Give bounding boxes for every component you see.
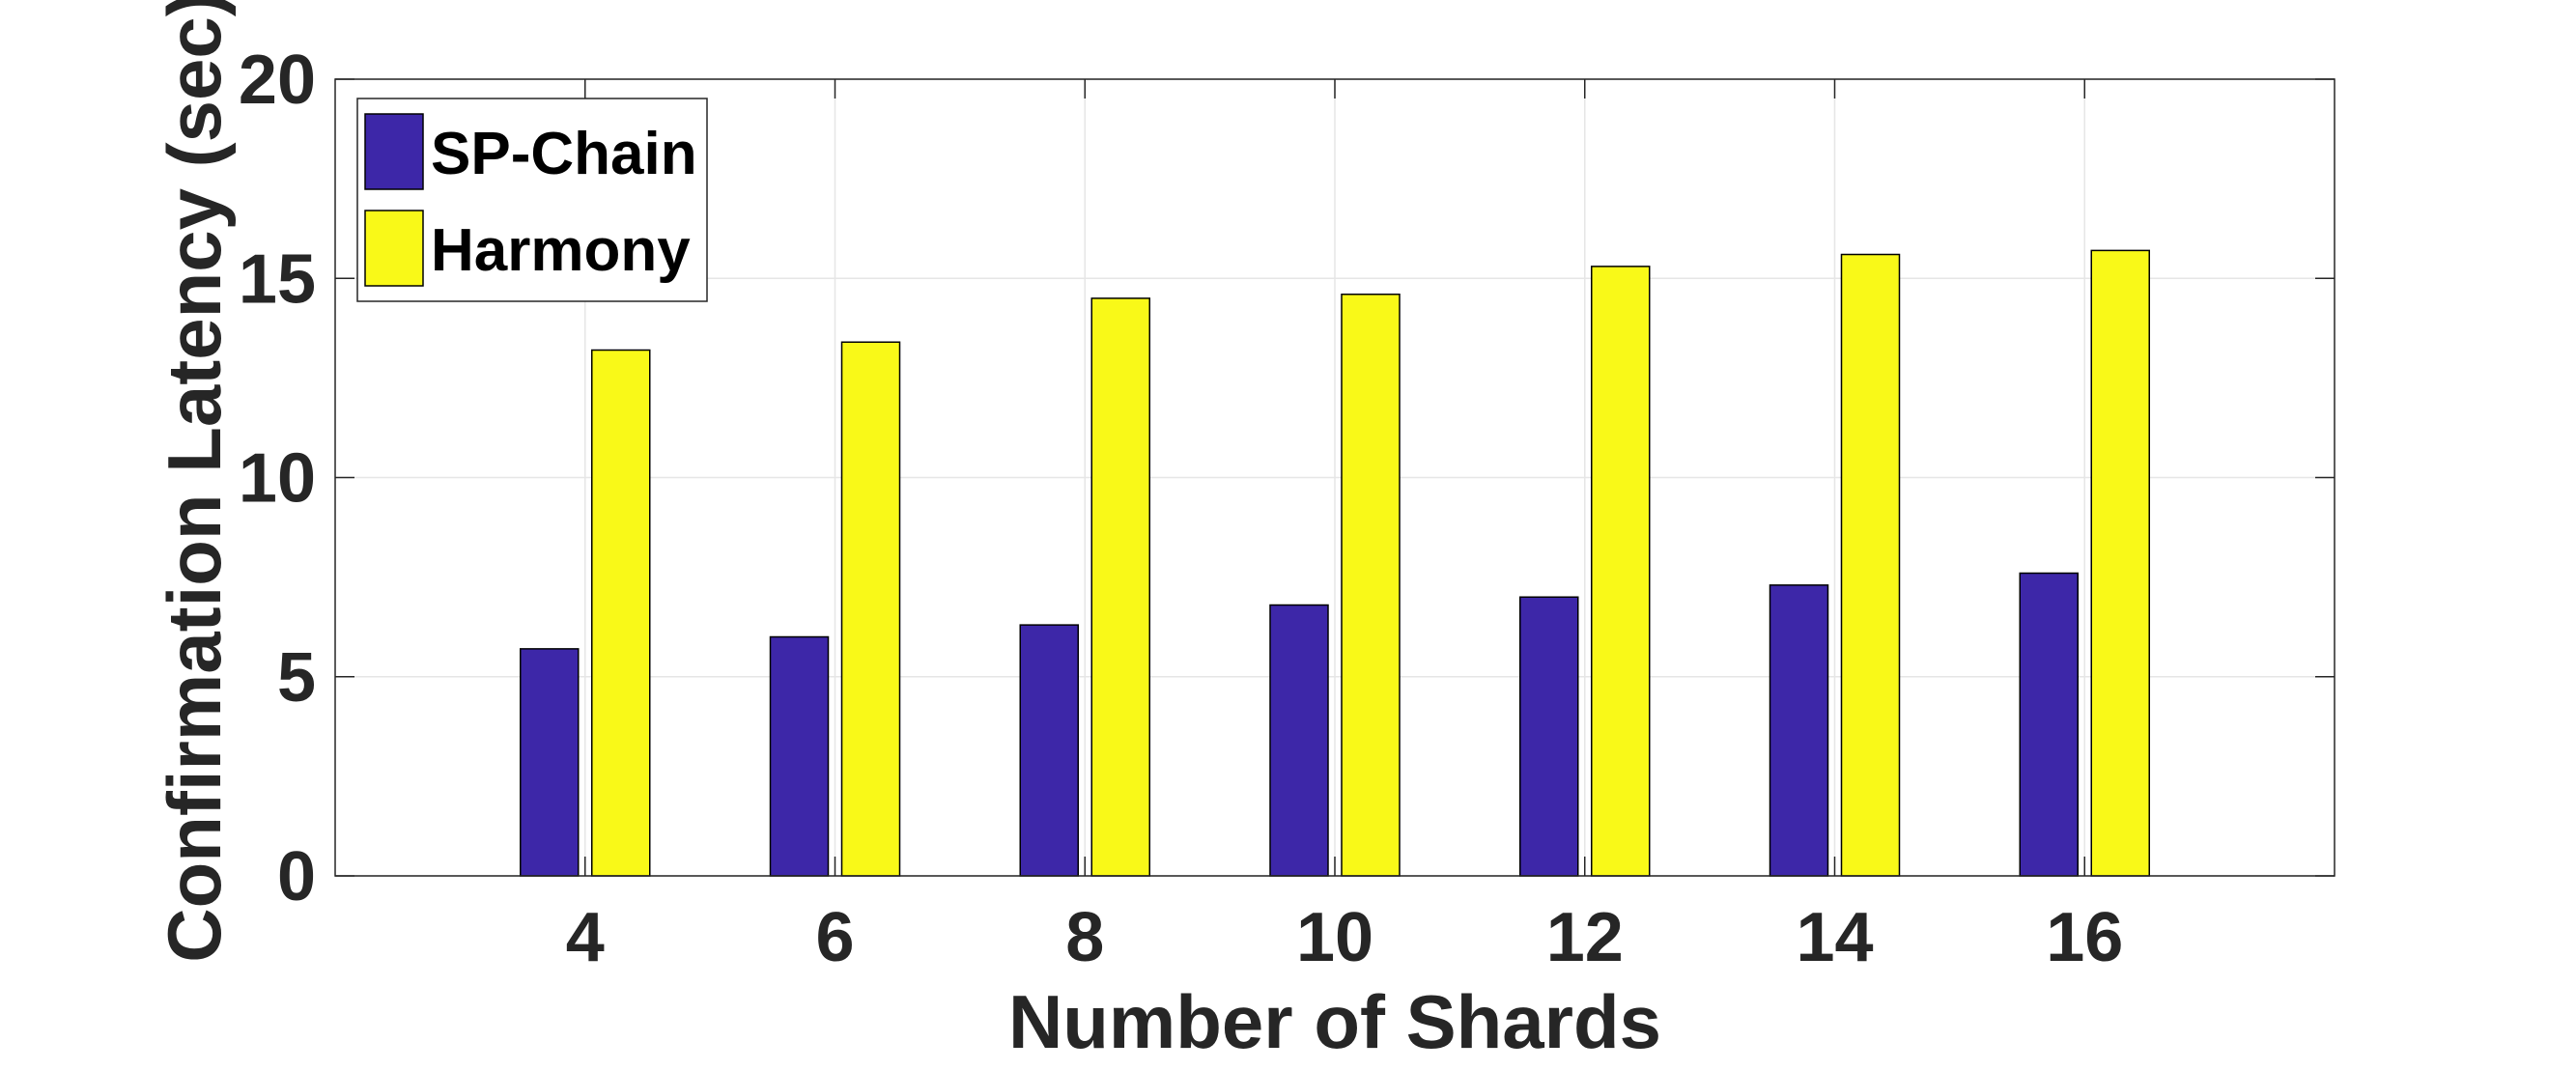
bar-harmony-12 bbox=[1591, 266, 1651, 877]
y-tick-label: 10 bbox=[239, 440, 316, 518]
bar-sp-chain-4 bbox=[520, 648, 580, 877]
bar-harmony-4 bbox=[591, 349, 651, 877]
y-tick-label: 15 bbox=[239, 240, 316, 318]
y-tick-label: 5 bbox=[277, 639, 316, 717]
x-tick-label: 8 bbox=[1065, 899, 1104, 976]
bar-sp-chain-6 bbox=[769, 635, 830, 877]
legend-label-harmony: Harmony bbox=[431, 217, 691, 284]
bar-harmony-6 bbox=[840, 341, 901, 877]
x-axis-title: Number of Shards bbox=[1008, 979, 1661, 1064]
bar-harmony-16 bbox=[2090, 249, 2150, 877]
bar-sp-chain-16 bbox=[2019, 572, 2079, 877]
bar-sp-chain-12 bbox=[1519, 596, 1579, 877]
bar-harmony-10 bbox=[1341, 294, 1401, 877]
x-tick-label: 4 bbox=[566, 899, 605, 976]
legend-swatch-harmony bbox=[364, 210, 424, 287]
bar-sp-chain-8 bbox=[1019, 624, 1079, 877]
legend-swatch-sp-chain bbox=[364, 113, 424, 190]
x-tick-label: 6 bbox=[815, 899, 854, 976]
axis-ticks: 0 5 10 15 20 4 6 8 10 12 14 16 bbox=[239, 42, 2335, 976]
y-axis-title: Confirmation Latency (sec) bbox=[152, 0, 237, 963]
legend-label-sp-chain: SP-Chain bbox=[431, 121, 697, 187]
x-tick-label: 16 bbox=[2046, 899, 2123, 976]
bar-harmony-14 bbox=[1840, 253, 1901, 877]
bar-sp-chain-14 bbox=[1769, 584, 1829, 877]
x-tick-label: 10 bbox=[1296, 899, 1373, 976]
x-tick-label: 14 bbox=[1796, 899, 1873, 976]
x-tick-label: 12 bbox=[1546, 899, 1624, 976]
bar-harmony-8 bbox=[1090, 297, 1150, 877]
grid-lines bbox=[335, 78, 2335, 877]
legend: SP-Chain Harmony bbox=[356, 98, 708, 302]
y-tick-label: 0 bbox=[277, 838, 316, 915]
bars bbox=[520, 249, 2150, 877]
bar-sp-chain-10 bbox=[1269, 604, 1329, 877]
y-tick-label: 20 bbox=[239, 42, 316, 119]
